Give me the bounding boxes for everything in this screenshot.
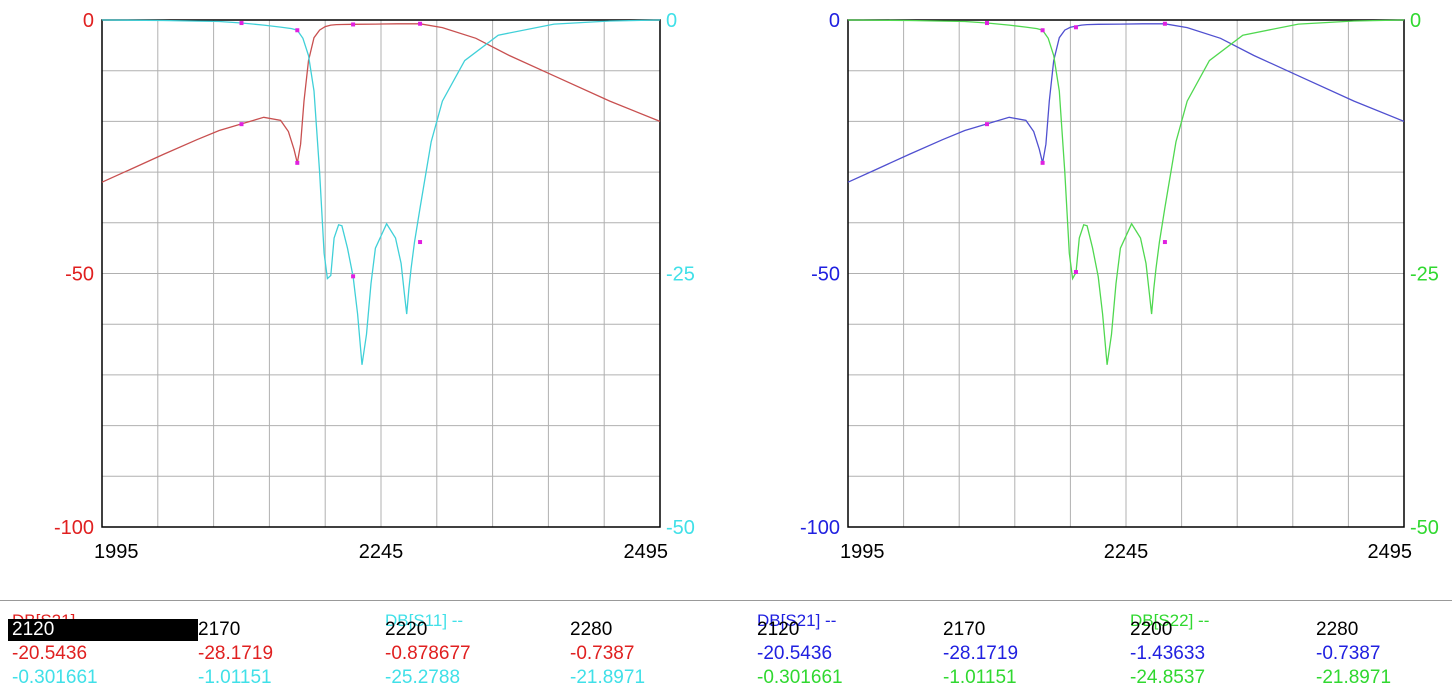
marker-legend: DB[S22] -- bbox=[1130, 611, 1210, 630]
marker-point bbox=[1040, 28, 1045, 33]
series-line-1 bbox=[101, 23, 661, 183]
grid bbox=[848, 20, 1404, 527]
right-tick-label: 0 bbox=[666, 10, 677, 32]
marker-point bbox=[1162, 21, 1167, 26]
marker-frequency: 2120 bbox=[757, 619, 800, 640]
marker-frequency-selected[interactable]: 2120 bbox=[8, 619, 198, 641]
marker-frequency: 2220 bbox=[385, 619, 428, 640]
right-tick-label: 0 bbox=[1410, 10, 1421, 32]
marker-point bbox=[1073, 270, 1078, 275]
series-line-1 bbox=[847, 23, 1405, 183]
marker-point bbox=[295, 160, 300, 165]
marker-point bbox=[985, 21, 989, 26]
marker-reflection-value: -24.8537 bbox=[1130, 667, 1206, 688]
marker-point bbox=[295, 28, 300, 33]
left-tick-label: 0 bbox=[83, 10, 94, 32]
marker-s21-value: -0.7387 bbox=[570, 643, 635, 664]
marker-reflection-value: -1.01151 bbox=[943, 667, 1017, 688]
marker-s21-value: -28.1719 bbox=[198, 643, 274, 664]
x-tick-label: 2495 bbox=[624, 541, 669, 563]
left-tick-label: 0 bbox=[829, 10, 840, 32]
marker-reflection-value: -21.8971 bbox=[1316, 667, 1392, 688]
grid bbox=[102, 20, 660, 527]
charts-area: 0 -50 -100 0 -25 -50 1995 2245 2495 0 -50 -100 0 -25 -… bbox=[54, 10, 1439, 563]
marker-point bbox=[239, 21, 244, 26]
marker-point bbox=[985, 122, 989, 127]
marker-reflection-value: -1.01151 bbox=[198, 667, 272, 688]
left-tick-label: -100 bbox=[800, 517, 840, 539]
chart-1: 0 -50 -100 0 -25 -50 1995 2245 2495 bbox=[54, 10, 695, 563]
marker-point bbox=[1073, 25, 1078, 30]
marker-reflection-value: -0.301661 bbox=[12, 667, 98, 688]
x-tick-label: 2245 bbox=[1104, 541, 1149, 563]
marker-point bbox=[418, 21, 423, 26]
left-tick-label: -50 bbox=[811, 264, 840, 286]
right-tick-label: -50 bbox=[1410, 517, 1439, 539]
marker-point bbox=[418, 240, 423, 245]
plot-frame bbox=[101, 19, 661, 528]
right-tick-label: -50 bbox=[666, 517, 695, 539]
marker-legend: DB[S11] -- bbox=[385, 611, 464, 630]
marker-frequency: 2170 bbox=[198, 619, 241, 640]
marker-reflection-value: -21.8971 bbox=[570, 667, 646, 688]
marker-frequency: 2200 bbox=[1130, 619, 1173, 640]
x-tick-label: 2245 bbox=[359, 541, 404, 563]
x-tick-label: 2495 bbox=[1368, 541, 1413, 563]
marker-legend: DB[S21] -- bbox=[757, 611, 837, 630]
marker-point bbox=[239, 122, 244, 127]
marker-frequency: 2280 bbox=[1316, 619, 1359, 640]
marker-s21-value: -20.5436 bbox=[12, 643, 88, 664]
chart-2: 0 -50 -100 0 -25 -50 1995 2245 2495 bbox=[800, 10, 1439, 563]
marker-reflection-value: -0.301661 bbox=[757, 667, 843, 688]
right-tick-label: -25 bbox=[666, 264, 695, 286]
marker-reflection-value: -25.2788 bbox=[385, 667, 461, 688]
marker-s21-value: -0.7387 bbox=[1316, 643, 1381, 664]
right-tick-label: -25 bbox=[1410, 264, 1439, 286]
marker-point bbox=[351, 274, 356, 279]
left-tick-label: -100 bbox=[54, 517, 94, 539]
x-tick-label: 1995 bbox=[94, 541, 139, 563]
x-tick-label: 1995 bbox=[840, 541, 885, 563]
marker-point bbox=[1162, 240, 1167, 245]
marker-s21-value: -28.1719 bbox=[943, 643, 1019, 664]
marker-s21-value: -20.5436 bbox=[757, 643, 833, 664]
marker-frequency: 2280 bbox=[570, 619, 613, 640]
table-separator bbox=[0, 600, 1452, 601]
marker-point bbox=[351, 22, 356, 27]
marker-s21-value: -1.43633 bbox=[1130, 643, 1206, 664]
left-tick-label: -50 bbox=[65, 264, 94, 286]
marker-frequency: 2170 bbox=[943, 619, 986, 640]
plot-frame bbox=[847, 19, 1405, 528]
marker-s21-value: -0.878677 bbox=[385, 643, 471, 664]
marker-point bbox=[1040, 160, 1045, 165]
